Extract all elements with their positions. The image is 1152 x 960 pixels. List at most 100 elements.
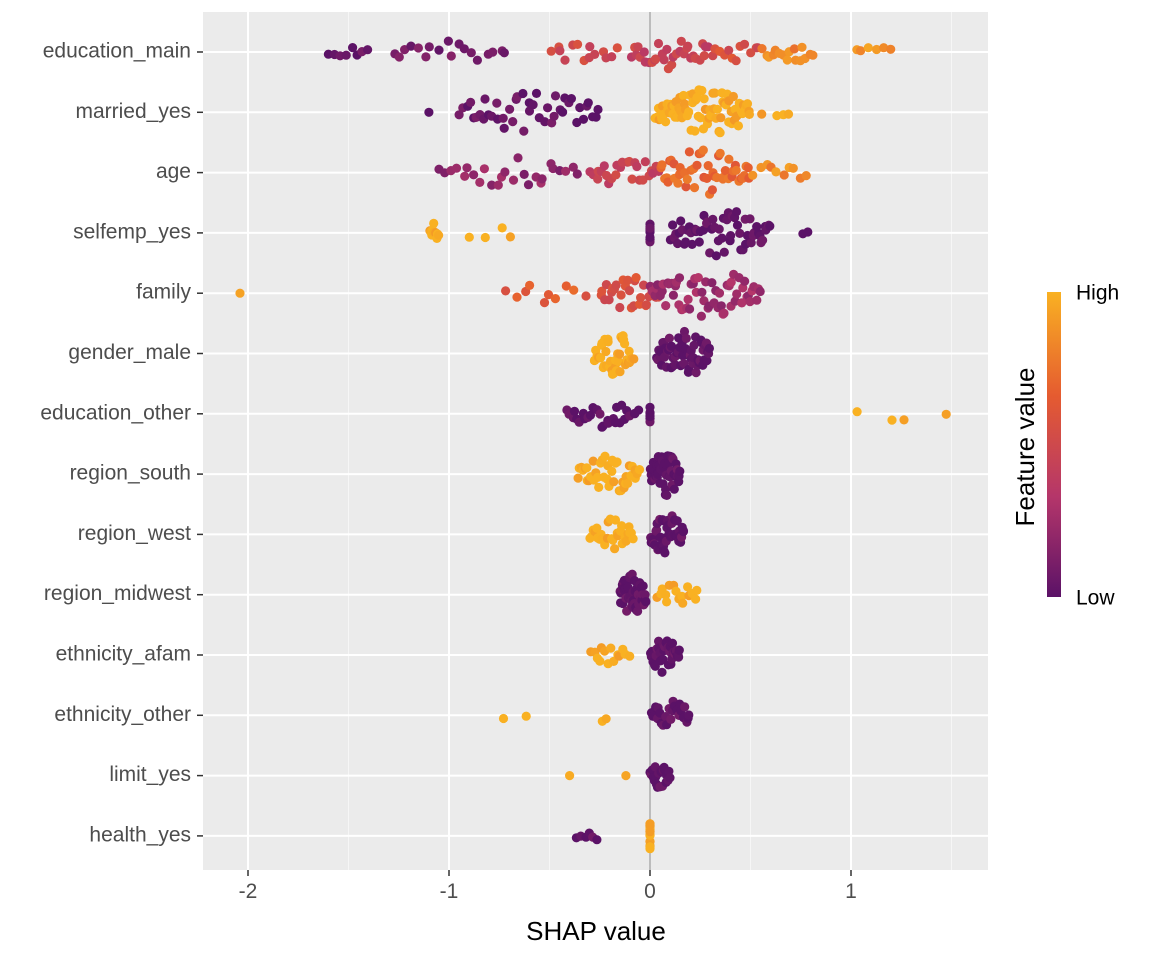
shap-point xyxy=(561,166,571,176)
shap-point xyxy=(684,710,694,720)
shap-point xyxy=(348,43,358,53)
legend-colorbar xyxy=(1047,292,1061,597)
shap-point xyxy=(633,606,643,616)
shap-point xyxy=(459,44,469,54)
x-axis-title: SHAP value xyxy=(526,916,666,946)
shap-point xyxy=(657,160,667,170)
shap-point xyxy=(500,167,510,177)
shap-point xyxy=(724,45,734,56)
shap-point xyxy=(657,286,667,296)
shap-point xyxy=(714,288,725,298)
shap-point xyxy=(620,339,630,349)
shap-point xyxy=(716,113,726,123)
shap-point xyxy=(674,645,684,655)
feature-label: ethnicity_other xyxy=(54,703,191,726)
shap-point xyxy=(636,293,646,303)
shap-point xyxy=(758,235,768,245)
shap-point xyxy=(702,356,712,366)
shap-point xyxy=(690,126,700,136)
shap-point xyxy=(612,43,622,53)
shap-point xyxy=(712,104,723,114)
shap-point xyxy=(492,98,502,108)
shap-point xyxy=(451,163,462,173)
shap-point xyxy=(661,117,671,127)
feature-label: family xyxy=(136,281,191,304)
shap-point xyxy=(639,47,649,57)
shap-point xyxy=(466,48,476,58)
shap-point xyxy=(779,170,789,180)
shap-point xyxy=(731,165,741,175)
shap-point xyxy=(681,333,691,343)
legend: Feature value High Low xyxy=(1010,282,1119,610)
shap-point xyxy=(406,41,416,51)
shap-point xyxy=(612,457,622,467)
plot-panel xyxy=(203,12,988,870)
shap-point xyxy=(525,280,535,290)
shap-point xyxy=(519,169,529,179)
shap-point xyxy=(604,295,614,305)
shap-point xyxy=(657,667,667,677)
shap-point xyxy=(667,60,677,70)
shap-point xyxy=(661,590,671,600)
x-tick-label: 1 xyxy=(845,880,857,903)
shap-point xyxy=(595,409,605,419)
shap-point xyxy=(684,107,694,117)
shap-point xyxy=(710,88,720,98)
shap-point xyxy=(660,548,670,558)
shap-point xyxy=(673,178,683,188)
legend-title: Feature value xyxy=(1010,368,1040,527)
shap-point xyxy=(683,41,693,51)
shap-point xyxy=(561,281,571,291)
data-points xyxy=(235,36,951,854)
shap-point xyxy=(424,107,434,117)
shap-point xyxy=(667,638,678,648)
shap-point xyxy=(715,128,725,138)
shap-point xyxy=(852,407,862,417)
shap-point xyxy=(569,285,579,295)
shap-point xyxy=(590,49,600,60)
shap-point xyxy=(521,711,531,721)
shap-point xyxy=(715,148,725,158)
shap-point xyxy=(550,91,561,101)
shap-point xyxy=(733,121,744,131)
shap-point xyxy=(394,52,404,62)
shap-point xyxy=(569,406,580,416)
shap-point xyxy=(627,174,637,184)
shap-point xyxy=(714,224,724,234)
shap-point xyxy=(566,94,577,104)
shap-point xyxy=(592,835,602,845)
shap-point xyxy=(704,343,715,353)
shap-point xyxy=(498,113,508,123)
shap-point xyxy=(740,276,750,286)
shap-point xyxy=(550,294,561,304)
shap-point xyxy=(446,51,456,61)
shap-point xyxy=(696,311,707,321)
shap-point xyxy=(480,94,490,104)
shap-point xyxy=(801,171,811,181)
shap-point xyxy=(621,536,631,546)
shap-point xyxy=(595,656,605,666)
shap-point xyxy=(752,295,762,305)
shap-point xyxy=(674,273,685,283)
shap-point xyxy=(678,526,689,536)
shap-point xyxy=(443,36,453,46)
legend-low-label: Low xyxy=(1076,587,1115,610)
shap-point xyxy=(641,597,651,607)
shap-point xyxy=(623,275,633,285)
shap-point xyxy=(613,356,624,367)
shap-point xyxy=(717,233,727,243)
shap-point xyxy=(633,42,643,52)
x-tick-label: -1 xyxy=(440,880,459,903)
shap-point xyxy=(720,166,731,176)
shap-point xyxy=(692,160,702,170)
shap-point xyxy=(572,169,582,179)
shap-point xyxy=(508,117,518,127)
shap-point xyxy=(661,301,671,311)
shap-point xyxy=(607,52,617,62)
shap-point xyxy=(539,298,550,308)
shap-point xyxy=(588,456,598,466)
shap-point xyxy=(466,97,476,107)
shap-point xyxy=(726,231,736,241)
shap-point xyxy=(363,45,373,55)
